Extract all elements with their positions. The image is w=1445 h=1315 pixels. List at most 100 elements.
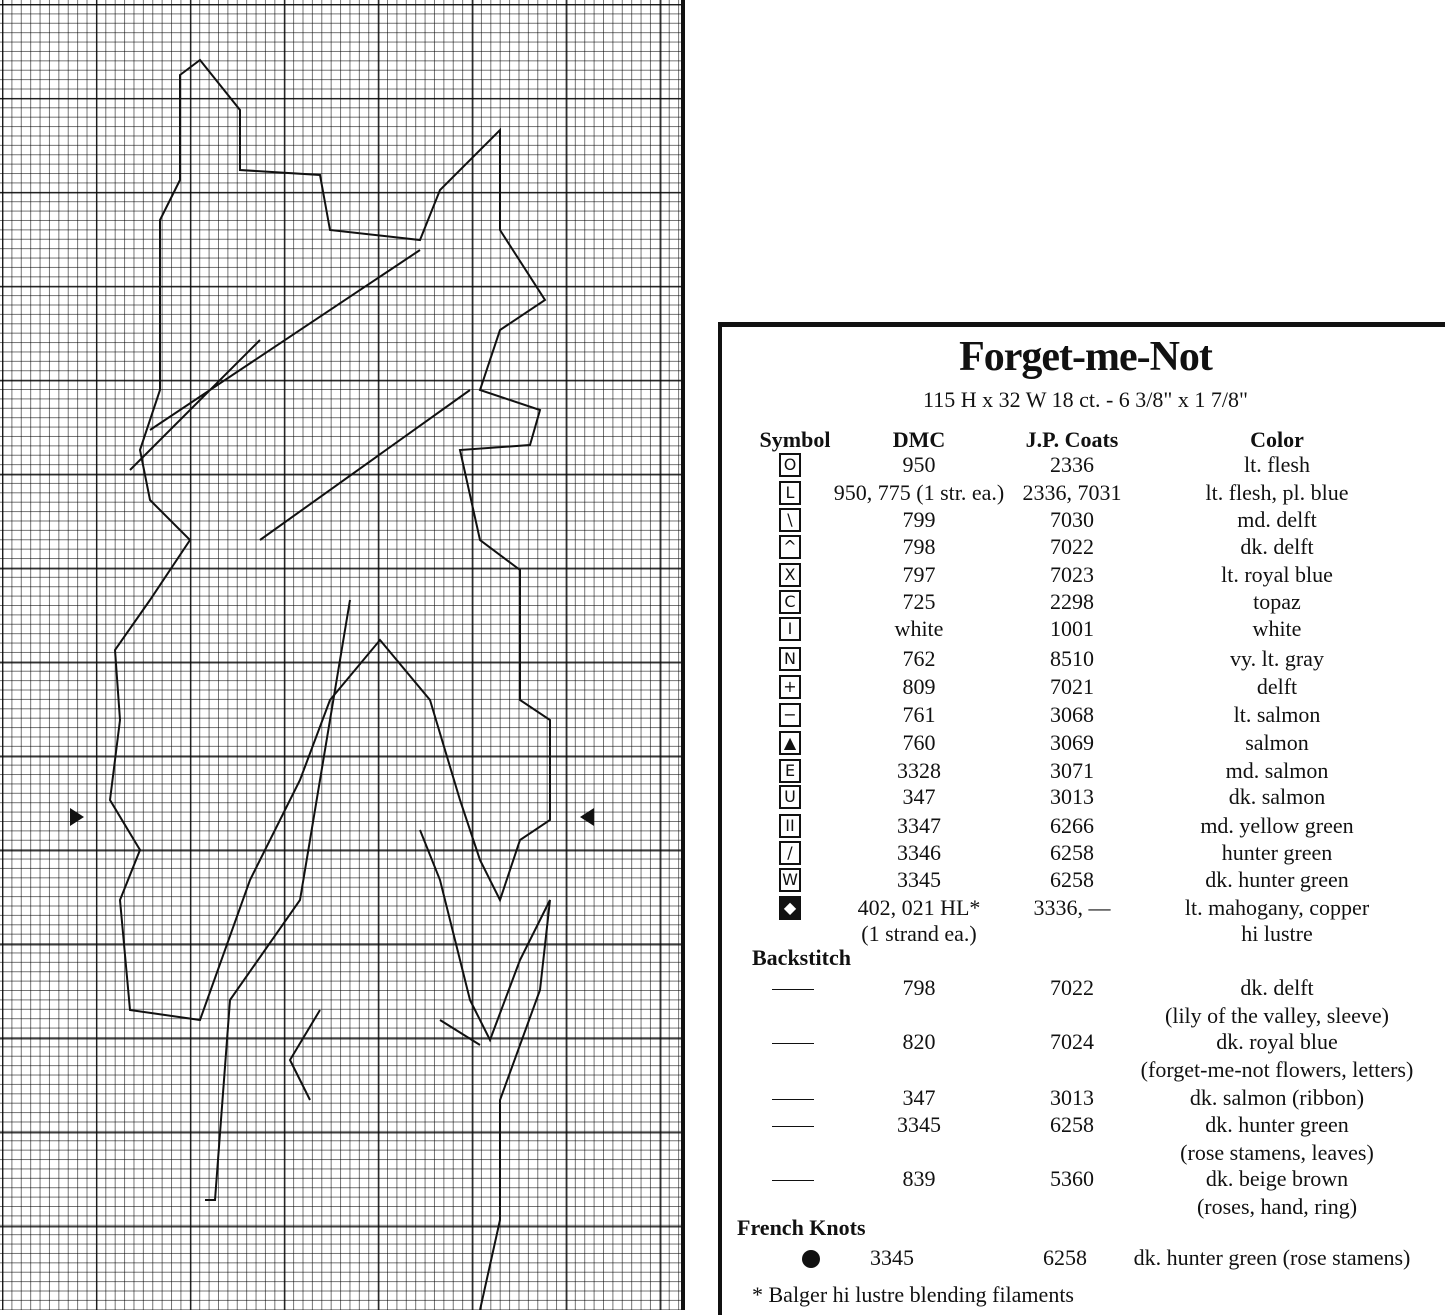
color-name: dk. hunter green xyxy=(1205,1112,1349,1137)
color-name: lt. flesh, pl. blue xyxy=(1205,480,1349,505)
dmc-number: 799 xyxy=(902,507,936,532)
symbol-circle-icon: O xyxy=(779,453,801,477)
header-symbol: Symbol xyxy=(759,427,831,452)
leaf-line xyxy=(129,249,471,541)
dmc-number: 3346 xyxy=(897,840,941,865)
jp-coats-number: 3013 xyxy=(1050,784,1094,809)
dmc-number: 760 xyxy=(902,730,936,755)
jp-coats-number: 6258 xyxy=(1043,1245,1087,1270)
color-name: dk. royal blue xyxy=(1216,1029,1338,1054)
color-name: dk. salmon (ribbon) xyxy=(1189,1085,1365,1110)
color-name: dk. hunter green xyxy=(1205,867,1349,892)
header-color: Color xyxy=(1250,427,1304,452)
hand-outline xyxy=(419,829,551,1310)
symbol-double-bar-icon: II xyxy=(779,814,801,838)
symbol-caret-icon: ^ xyxy=(779,535,801,559)
jp-coats-number: 6258 xyxy=(1050,1112,1094,1137)
stem-line xyxy=(205,599,351,1201)
color-name: md. salmon xyxy=(1225,758,1329,783)
symbol-e-icon: E xyxy=(779,759,801,783)
pattern-dimensions: 115 H x 32 W 18 ct. - 6 3/8" x 1 7/8" xyxy=(923,387,1248,412)
color-name: lt. mahogany, copper xyxy=(1184,895,1370,920)
dmc-number: 950, 775 (1 str. ea.) xyxy=(833,480,1005,505)
symbol-c-shape-icon: C xyxy=(779,590,801,614)
jp-coats-number: 2298 xyxy=(1050,589,1094,614)
dmc-number: 347 xyxy=(902,1085,936,1110)
color-name: lt. royal blue xyxy=(1221,562,1333,587)
dmc-number: 950 xyxy=(902,452,936,477)
jp-coats-number: 3336, — xyxy=(1033,895,1111,920)
jp-coats-number: 7030 xyxy=(1050,507,1094,532)
color-usage-note: (roses, hand, ring) xyxy=(1196,1194,1358,1219)
cross-stitch-chart-grid xyxy=(0,0,683,1310)
jp-coats-number: 6258 xyxy=(1050,840,1094,865)
backstitch-line-icon xyxy=(772,1099,814,1100)
symbol-vertical-bar-icon: I xyxy=(779,617,801,641)
backstitch-line-icon xyxy=(772,1180,814,1181)
dmc-number: white xyxy=(894,616,944,641)
jp-coats-number: 7022 xyxy=(1050,534,1094,559)
color-name: dk. delft xyxy=(1240,975,1314,1000)
center-arrow-left-icon xyxy=(70,808,84,826)
bouquet-outline xyxy=(108,58,551,1022)
jp-coats-number: 6258 xyxy=(1050,867,1094,892)
backstitch-heading: Backstitch xyxy=(752,945,851,970)
backstitch-line-icon xyxy=(772,1043,814,1044)
dmc-number: 3345 xyxy=(870,1245,914,1270)
dmc-number: 3328 xyxy=(897,758,941,783)
dmc-number: 798 xyxy=(902,534,936,559)
jp-coats-number: 2336 xyxy=(1050,452,1094,477)
symbol-n-icon: N xyxy=(779,647,801,671)
color-name: dk. beige brown xyxy=(1205,1166,1349,1191)
dmc-number: 798 xyxy=(902,975,936,1000)
color-name: delft xyxy=(1256,674,1298,699)
jp-coats-number: 7022 xyxy=(1050,975,1094,1000)
dmc-number: 3345 xyxy=(897,867,941,892)
color-name: md. yellow green xyxy=(1200,813,1354,838)
color-name: hunter green xyxy=(1221,840,1333,865)
pattern-title: Forget-me-Not xyxy=(959,334,1213,380)
color-name: vy. lt. gray xyxy=(1230,646,1324,671)
ribbon-line xyxy=(288,1009,481,1101)
color-name: dk. delft xyxy=(1240,534,1314,559)
symbol-triangle-icon: ▲ xyxy=(779,731,801,755)
dmc-number: 761 xyxy=(902,702,936,727)
color-name: white xyxy=(1252,616,1302,641)
jp-coats-number: 3069 xyxy=(1050,730,1094,755)
backstitch-line-icon xyxy=(772,989,814,990)
symbol-minus-icon: − xyxy=(779,703,801,727)
jp-coats-number: 3013 xyxy=(1050,1085,1094,1110)
color-usage-note: (rose stamens, leaves) xyxy=(1180,1140,1374,1165)
dmc-number: 839 xyxy=(902,1166,936,1191)
symbol-x-icon: X xyxy=(779,563,801,587)
symbol-backslash-icon: \ xyxy=(779,508,801,532)
jp-coats-number: 6266 xyxy=(1050,813,1094,838)
jp-coats-number: 7021 xyxy=(1050,674,1094,699)
color-usage-note: (lily of the valley, sleeve) xyxy=(1165,1003,1389,1028)
color-name: dk. hunter green (rose stamens) xyxy=(1133,1245,1411,1270)
jp-coats-number: 2336, 7031 xyxy=(1022,480,1122,505)
symbol-plus-icon: + xyxy=(779,675,801,699)
dmc-number: 809 xyxy=(902,674,936,699)
page-divider xyxy=(681,0,685,1310)
dmc-number-note: (1 strand ea.) xyxy=(861,921,977,946)
dmc-number: 3345 xyxy=(897,1112,941,1137)
color-name: salmon xyxy=(1245,730,1309,755)
color-name-note: hi lustre xyxy=(1241,921,1313,946)
center-arrow-right-icon xyxy=(580,808,594,826)
color-name: dk. salmon xyxy=(1228,784,1326,809)
header-dmc: DMC xyxy=(892,427,946,452)
symbol-l-shape-icon: L xyxy=(779,481,801,505)
french-knots-heading: French Knots xyxy=(737,1215,866,1240)
french-knot-dot-icon xyxy=(802,1250,820,1268)
symbol-u-icon: U xyxy=(779,785,801,809)
dmc-number: 402, 021 HL* xyxy=(857,895,981,920)
jp-coats-number: 3068 xyxy=(1050,702,1094,727)
jp-coats-number: 7023 xyxy=(1050,562,1094,587)
color-name: lt. flesh xyxy=(1244,452,1310,477)
dmc-number: 762 xyxy=(902,646,936,671)
jp-coats-number: 5360 xyxy=(1050,1166,1094,1191)
symbol-w-icon: W xyxy=(779,868,801,892)
backstitch-line-icon xyxy=(772,1126,814,1127)
color-name: md. delft xyxy=(1237,507,1317,532)
